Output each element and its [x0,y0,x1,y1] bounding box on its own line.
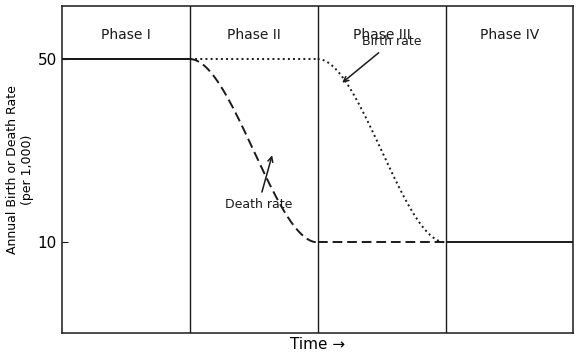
X-axis label: Time →: Time → [290,338,345,352]
Text: Phase II: Phase II [227,28,281,42]
Text: Birth rate: Birth rate [343,35,422,82]
Y-axis label: Annual Birth or Death Rate
(per 1,000): Annual Birth or Death Rate (per 1,000) [6,85,34,254]
Text: Death rate: Death rate [225,157,292,211]
Text: Phase III: Phase III [353,28,411,42]
Text: Phase I: Phase I [101,28,151,42]
Text: Phase IV: Phase IV [480,28,539,42]
